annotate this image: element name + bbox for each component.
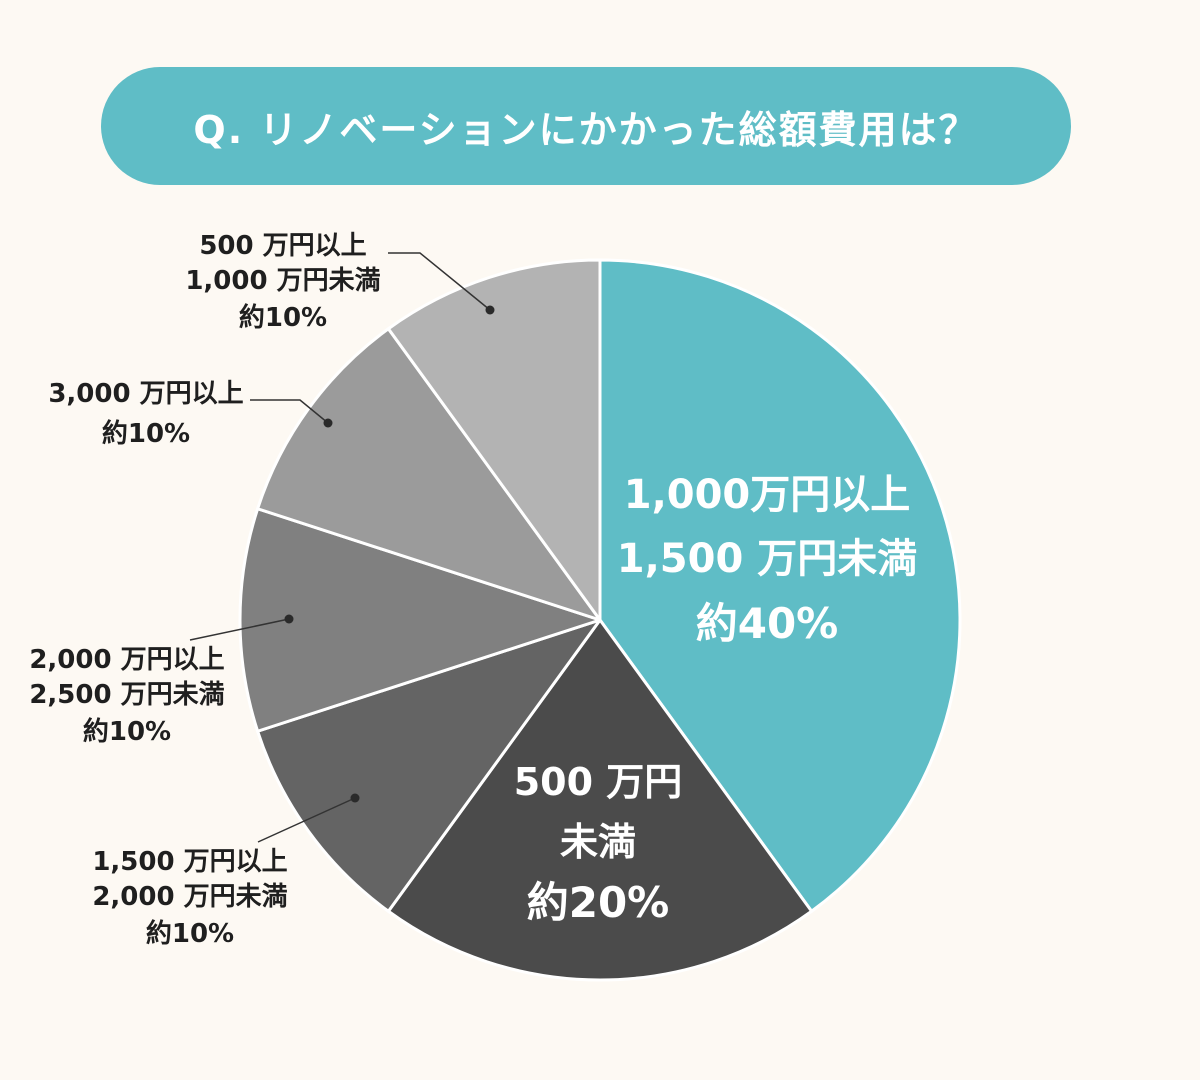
pie-slice-6 (386, 258, 602, 622)
slice-3-label-line-2: 2,000 万円未満 (92, 882, 287, 912)
leader-dot-6 (485, 305, 495, 315)
slice-5-label-line-1: 3,000 万円以上 (48, 379, 243, 409)
slice-3-percent-label: 約10% (146, 918, 234, 949)
chart-title: Q. リノベーションにかかった総額費用は？ (193, 107, 979, 152)
pie-slice-4 (238, 507, 602, 733)
leader-line-5 (250, 399, 329, 424)
slice-1-label-line-1: 1,000万円以上 (624, 472, 911, 518)
slice-2-label-line-1: 500 万円 (514, 760, 683, 804)
pie-slice-5 (256, 327, 602, 622)
pie-slice-3 (256, 618, 602, 913)
slice-5-percent-label: 約10% (102, 418, 190, 449)
title-banner: Q. リノベーションにかかった総額費用は？ (101, 67, 1071, 185)
slice-2-percent-label: 約20% (527, 878, 670, 927)
leader-line-6 (388, 252, 491, 311)
leader-dot-5 (323, 418, 333, 428)
slice-4-label-line-1: 2,000 万円以上 (29, 645, 224, 675)
slice-1-percent-label: 約40% (696, 599, 839, 648)
slice-6-label-line-2: 1,000 万円未満 (185, 266, 380, 296)
slice-1-label-line-2: 1,500 万円未満 (617, 536, 917, 582)
leader-line-4 (189, 618, 290, 641)
slice-6-label-line-1: 500 万円以上 (199, 231, 366, 261)
leader-lines (189, 252, 495, 843)
slice-3-label-line-1: 1,500 万円以上 (92, 847, 287, 877)
pie-slice-1 (598, 258, 962, 913)
slice-4-percent-label: 約10% (83, 716, 171, 747)
leader-line-3 (257, 797, 356, 843)
slice-6-percent-label: 約10% (239, 302, 327, 333)
leader-dot-4 (284, 614, 294, 624)
pie-slices (238, 258, 962, 982)
leader-dot-3 (350, 793, 360, 803)
slice-4-label-line-2: 2,500 万円未満 (29, 680, 224, 710)
pie-slice-2 (386, 618, 814, 982)
slice-2-label-line-2: 未満 (560, 820, 636, 864)
